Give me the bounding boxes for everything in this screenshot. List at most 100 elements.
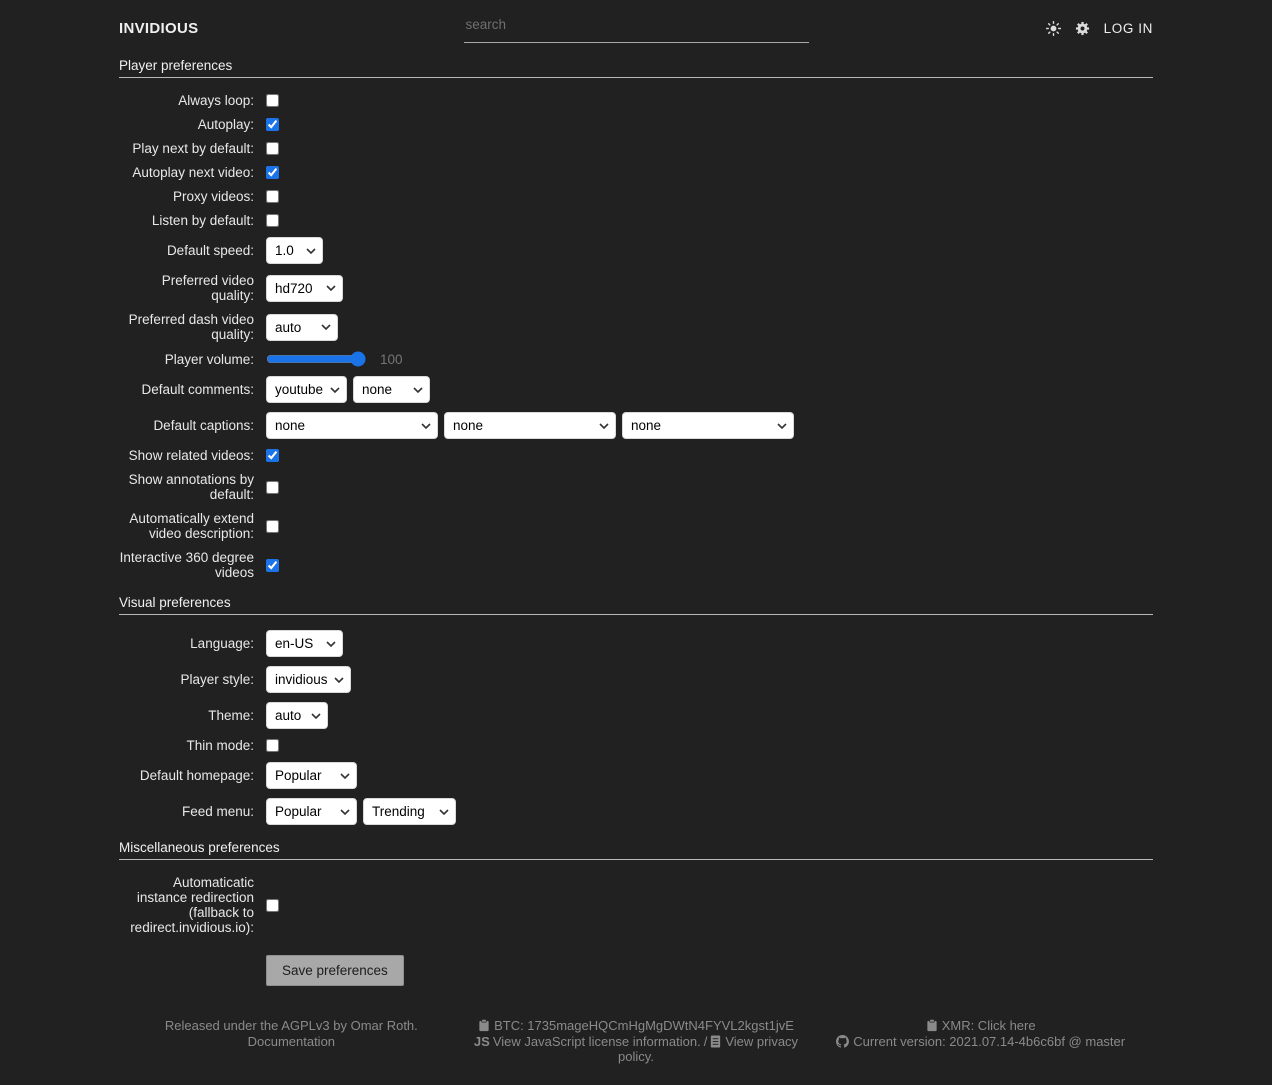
field-label: Default comments: xyxy=(141,382,254,397)
field-label: Player style: xyxy=(180,672,254,687)
documentation-link[interactable]: Documentation xyxy=(247,1033,336,1049)
pref-row-autoplay-next: Autoplay next video: xyxy=(119,165,1153,180)
search-form xyxy=(463,13,809,43)
field-label: Always loop: xyxy=(178,93,254,108)
related-videos-checkbox[interactable] xyxy=(266,449,279,462)
annotations-checkbox[interactable] xyxy=(266,480,279,494)
version-link[interactable]: Current version: 2021.07.14-4b6c6bf @ ma… xyxy=(853,1033,1126,1049)
field-label: Preferred video quality: xyxy=(161,273,254,303)
footer-right: XMR: Click here Current version: 2021.07… xyxy=(808,1018,1153,1065)
field-label: Automatically extend video description: xyxy=(129,511,254,541)
javascript-icon: JS xyxy=(473,1033,490,1049)
field-label: Theme: xyxy=(208,708,254,723)
captions-select-2[interactable]: none xyxy=(444,412,616,439)
preferences-form: Player preferences Always loop: Autoplay… xyxy=(119,58,1153,986)
top-bar: INVIDIOUS xyxy=(119,0,1153,43)
pref-row-dash-quality: Preferred dash video quality: auto xyxy=(119,312,1153,342)
pref-row-speed: Default speed: 1.0 xyxy=(119,237,1153,264)
log-in-link[interactable]: LOG IN xyxy=(1103,20,1153,36)
field-label: Feed menu: xyxy=(181,804,254,819)
dash-quality-select[interactable]: auto xyxy=(266,313,338,341)
github-icon xyxy=(836,1034,850,1048)
section-title-visual: Visual preferences xyxy=(119,595,231,610)
search-input[interactable] xyxy=(463,13,809,43)
vr-mode-checkbox[interactable] xyxy=(266,558,279,572)
pref-row-related: Show related videos: xyxy=(119,448,1153,463)
auto-redirect-checkbox[interactable] xyxy=(266,898,279,912)
language-select[interactable]: en-US xyxy=(266,630,343,657)
volume-value: 100 xyxy=(380,351,403,367)
field-label: Proxy videos: xyxy=(172,189,254,204)
pref-row-homepage: Default homepage: Popular xyxy=(119,762,1153,789)
pref-row-listen: Listen by default: xyxy=(119,213,1153,228)
separator: / xyxy=(703,1033,708,1049)
play-next-checkbox[interactable] xyxy=(266,142,279,155)
field-label: Thin mode: xyxy=(186,738,254,753)
pref-row-always-loop: Always loop: xyxy=(119,93,1153,108)
field-label: Preferred dash video quality: xyxy=(128,312,254,342)
listen-checkbox[interactable] xyxy=(266,214,279,227)
field-label: Listen by default: xyxy=(151,213,254,228)
btc-address-link[interactable]: BTC: 1735mageHQCmHgMgDWtN4FYVL2kgst1jvE xyxy=(494,1018,794,1033)
comments-select-1[interactable]: youtube xyxy=(266,376,347,403)
pref-row-auto-redirect: Automaticatic instance redirection (fall… xyxy=(119,875,1153,935)
field-label: Show annotations by default: xyxy=(128,472,254,502)
xmr-link[interactable]: XMR: Click here xyxy=(941,1018,1036,1033)
js-license-link[interactable]: View JavaScript license information. xyxy=(492,1033,701,1049)
autoplay-next-checkbox[interactable] xyxy=(266,166,279,179)
field-label: Player volume: xyxy=(164,351,254,367)
section-divider xyxy=(119,614,1153,615)
gear-icon[interactable] xyxy=(1075,21,1090,36)
pref-row-comments: Default comments: youtube none xyxy=(119,376,1153,403)
theme-select[interactable]: auto xyxy=(266,702,328,729)
captions-select-3[interactable]: none xyxy=(622,412,794,439)
pref-row-language: Language: en-US xyxy=(119,630,1153,657)
pref-row-volume: Player volume: 100 xyxy=(119,351,1153,367)
homepage-select[interactable]: Popular xyxy=(266,762,357,789)
proxy-videos-checkbox[interactable] xyxy=(266,190,279,203)
document-icon xyxy=(710,1034,721,1048)
clipboard-icon xyxy=(478,1019,490,1032)
license-text: Released under the AGPLv3 by Omar Roth. xyxy=(164,1018,418,1033)
pref-row-feed-menu: Feed menu: Popular Trending xyxy=(119,798,1153,825)
pref-row-captions: Default captions: none none none xyxy=(119,412,1153,439)
brand-logo[interactable]: INVIDIOUS xyxy=(119,19,199,37)
section-title-misc: Miscellaneous preferences xyxy=(119,840,280,855)
default-speed-select[interactable]: 1.0 xyxy=(266,237,323,264)
pref-row-extend-desc: Automatically extend video description: xyxy=(119,511,1153,541)
thin-mode-checkbox[interactable] xyxy=(266,739,279,752)
field-label: Interactive 360 degree videos xyxy=(119,550,254,580)
pref-row-thin-mode: Thin mode: xyxy=(119,738,1153,753)
feed-menu-select-2[interactable]: Trending xyxy=(363,798,456,825)
field-label: Show related videos: xyxy=(128,448,254,463)
volume-slider[interactable] xyxy=(266,351,366,367)
header-actions: LOG IN xyxy=(809,20,1154,36)
pref-row-player-style: Player style: invidious xyxy=(119,666,1153,693)
autoplay-checkbox[interactable] xyxy=(266,118,279,131)
comments-select-2[interactable]: none xyxy=(353,376,430,403)
sun-icon[interactable] xyxy=(1045,20,1061,36)
save-row: Save preferences xyxy=(266,955,1153,986)
field-label: Play next by default: xyxy=(132,141,254,156)
feed-menu-select-1[interactable]: Popular xyxy=(266,798,357,825)
captions-select-1[interactable]: none xyxy=(266,412,438,439)
footer-left: Released under the AGPLv3 by Omar Roth. … xyxy=(119,1018,464,1065)
field-label: Default captions: xyxy=(153,418,254,433)
section-divider xyxy=(119,859,1153,860)
pref-row-vr-mode: Interactive 360 degree videos xyxy=(119,550,1153,580)
field-label: Automaticatic instance redirection (fall… xyxy=(130,875,254,935)
extend-description-checkbox[interactable] xyxy=(266,519,279,533)
clipboard-icon xyxy=(926,1019,938,1032)
pref-row-autoplay: Autoplay: xyxy=(119,117,1153,132)
pref-row-annotations: Show annotations by default: xyxy=(119,472,1153,502)
section-divider xyxy=(119,77,1153,78)
player-style-select[interactable]: invidious xyxy=(266,666,351,693)
pref-row-theme: Theme: auto xyxy=(119,702,1153,729)
video-quality-select[interactable]: hd720 xyxy=(266,274,343,302)
field-label: Default speed: xyxy=(166,243,254,258)
page-footer: Released under the AGPLv3 by Omar Roth. … xyxy=(119,1018,1153,1085)
field-label: Autoplay next video: xyxy=(132,165,254,180)
field-label: Autoplay: xyxy=(197,117,254,132)
always-loop-checkbox[interactable] xyxy=(266,94,279,107)
save-preferences-button[interactable]: Save preferences xyxy=(266,955,404,986)
